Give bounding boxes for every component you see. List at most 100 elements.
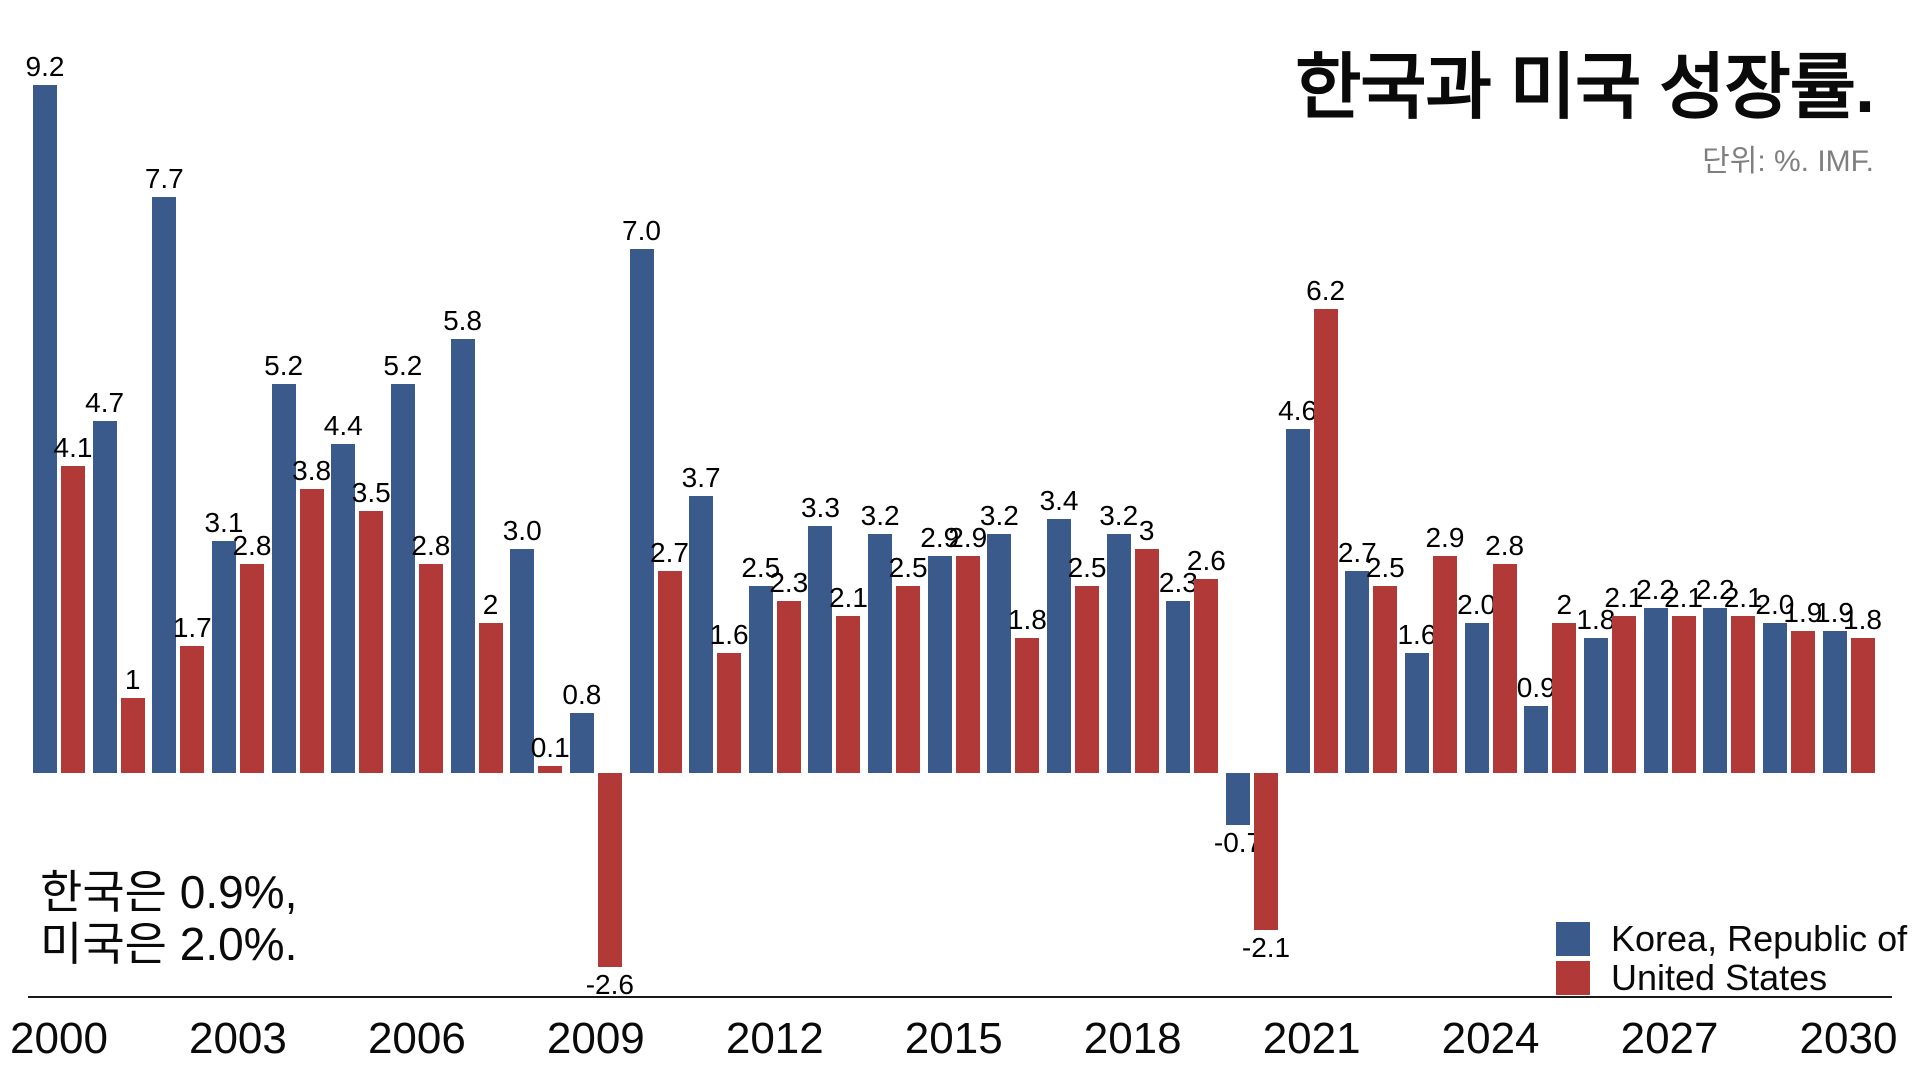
- x-tick-label-2018: 2018: [1083, 1014, 1182, 1063]
- bar-value-label-korea-2007: 5.8: [443, 305, 483, 337]
- x-tick-label-2030: 2030: [1799, 1014, 1898, 1063]
- bar-korea-2024: [1464, 623, 1489, 773]
- bar-value-label-korea-2000: 9.2: [25, 50, 65, 82]
- bar-value-label-korea-2005: 4.4: [323, 409, 363, 441]
- bar-value-label-us-2007: 2: [482, 589, 499, 621]
- bar-value-label-korea-2008: 3.0: [502, 514, 542, 546]
- bar-us-2027: [1671, 615, 1696, 773]
- bar-value-label-korea-2016: 3.2: [979, 499, 1019, 531]
- bar-korea-2011: [689, 496, 714, 773]
- bar-value-label-us-2011: 1.6: [709, 619, 749, 651]
- bar-korea-2003: [211, 541, 236, 773]
- bar-us-2002: [180, 645, 205, 773]
- x-tick-label-2024: 2024: [1441, 1014, 1540, 1063]
- x-tick-label-2015: 2015: [904, 1014, 1003, 1063]
- bar-us-2011: [717, 653, 742, 773]
- bar-value-label-korea-2018: 3.2: [1099, 499, 1139, 531]
- legend-row-us: United States: [1556, 956, 1907, 998]
- bar-us-2024: [1492, 563, 1517, 773]
- bar-value-label-korea-2015: 2.9: [920, 522, 960, 554]
- korea-swatch-icon: [1556, 921, 1590, 956]
- bar-korea-2025: [1524, 705, 1549, 773]
- bar-us-2026: [1611, 615, 1636, 773]
- summary-annotation: 한국은 0.9%, 미국은 2.0%.: [40, 866, 297, 971]
- bar-value-label-us-2019: 2.6: [1186, 544, 1226, 576]
- bar-value-label-korea-2022: 2.7: [1337, 537, 1377, 569]
- bar-us-2000: [61, 466, 85, 773]
- bar-value-label-korea-2003: 3.1: [204, 507, 244, 539]
- legend-label-korea: Korea, Republic of: [1611, 917, 1908, 959]
- bar-value-label-us-2000: 4.1: [53, 432, 93, 464]
- bar-korea-2023: [1404, 653, 1429, 773]
- chart-legend: Korea, Republic of United States: [1556, 917, 1908, 998]
- bar-value-label-korea-2030: 1.9: [1815, 596, 1854, 628]
- bar-value-label-korea-2019: 2.3: [1158, 566, 1198, 598]
- x-tick-label-2000: 2000: [10, 1014, 108, 1063]
- bar-korea-2027: [1643, 608, 1668, 773]
- bar-us-2021: [1313, 309, 1338, 773]
- bar-value-label-us-2010: 2.7: [650, 537, 689, 569]
- x-tick-label-2003: 2003: [188, 1014, 287, 1063]
- bar-korea-2028: [1703, 608, 1728, 773]
- bar-us-2014: [896, 586, 921, 773]
- bar-value-label-korea-2002: 7.7: [144, 163, 184, 195]
- annotation-korea-line: 한국은 0.9%,: [40, 866, 298, 918]
- bar-value-label-us-2017: 2.5: [1067, 552, 1107, 583]
- bar-korea-2007: [450, 339, 475, 773]
- chart-title: 한국과 미국 성장률.: [1295, 48, 1875, 128]
- bar-us-2006: [418, 563, 443, 773]
- bar-korea-2021: [1285, 428, 1310, 773]
- bar-korea-2016: [987, 533, 1012, 773]
- bar-value-label-korea-2024: 2.0: [1457, 589, 1497, 621]
- bar-korea-2001: [92, 421, 117, 773]
- bar-value-label-korea-2017: 3.4: [1039, 484, 1079, 516]
- bar-us-2013: [836, 615, 861, 773]
- x-tick-label-2021: 2021: [1262, 1014, 1361, 1063]
- bar-us-2022: [1373, 586, 1398, 773]
- bar-korea-2020: [1226, 773, 1250, 826]
- bar-value-label-us-2018: 3: [1138, 514, 1155, 546]
- bar-value-label-us-2003: 2.8: [232, 529, 272, 561]
- bar-korea-2013: [808, 526, 833, 773]
- bar-korea-2004: [271, 384, 296, 773]
- bar-us-2009: [597, 773, 622, 968]
- bar-value-label-us-2025: 2: [1556, 589, 1573, 621]
- bar-us-2016: [1015, 638, 1040, 773]
- x-tick-label-2006: 2006: [367, 1014, 466, 1063]
- x-axis-line: [28, 996, 1892, 998]
- bar-korea-2012: [748, 586, 773, 773]
- bar-us-2001: [120, 698, 145, 773]
- bar-us-2029: [1790, 630, 1815, 773]
- bar-korea-2009: [569, 713, 594, 773]
- bar-value-label-us-2005: 3.5: [351, 477, 391, 509]
- bar-value-label-us-2029: 1.9: [1783, 596, 1823, 628]
- bar-value-label-us-2030: 1.8: [1843, 604, 1882, 636]
- bar-value-label-us-2004: 3.8: [292, 454, 332, 486]
- bar-value-label-us-2008: 0.1: [530, 731, 570, 763]
- bar-korea-2006: [390, 384, 415, 773]
- bar-value-label-us-2016: 1.8: [1007, 604, 1047, 636]
- bar-korea-2029: [1762, 623, 1787, 773]
- bar-value-label-korea-2023: 1.6: [1397, 619, 1437, 651]
- bar-value-label-korea-2029: 2.0: [1755, 589, 1795, 621]
- bar-value-label-us-2021: 6.2: [1306, 275, 1346, 307]
- bar-korea-2018: [1106, 533, 1131, 773]
- bar-value-label-us-2024: 2.8: [1485, 529, 1525, 561]
- bar-value-label-us-2026: 2.1: [1604, 581, 1644, 613]
- bar-us-2020: [1254, 773, 1278, 931]
- bar-korea-2019: [1166, 600, 1191, 773]
- x-tick-label-2009: 2009: [546, 1014, 645, 1063]
- bar-us-2028: [1731, 615, 1756, 773]
- bar-value-label-korea-2001: 4.7: [85, 387, 125, 419]
- legend-label-us: United States: [1611, 956, 1828, 998]
- bar-value-label-korea-2013: 3.3: [800, 492, 840, 524]
- annotation-us-line: 미국은 2.0%.: [40, 918, 298, 971]
- bar-us-2010: [657, 571, 682, 773]
- bar-value-label-korea-2006: 5.2: [383, 350, 423, 382]
- chart-unit-note: 단위: %. IMF.: [1702, 145, 1874, 178]
- bar-value-label-us-2020: -2.1: [1241, 932, 1291, 964]
- bar-us-2018: [1134, 548, 1159, 773]
- bar-value-label-korea-2026: 1.8: [1576, 604, 1616, 636]
